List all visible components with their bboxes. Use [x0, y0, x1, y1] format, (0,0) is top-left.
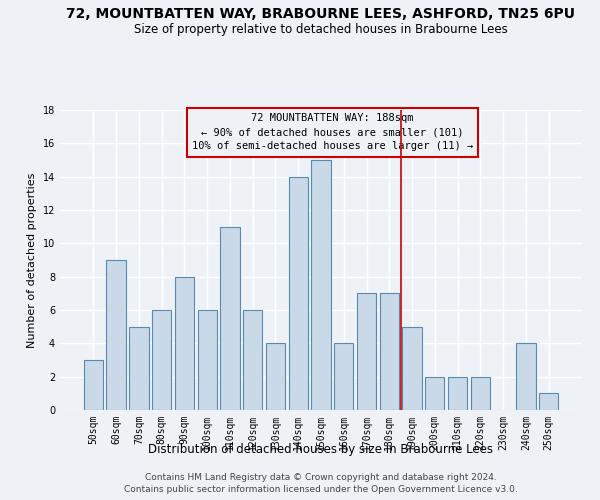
Bar: [334, 344, 353, 410]
Bar: [197, 310, 217, 410]
Bar: [289, 176, 308, 410]
Bar: [175, 276, 194, 410]
Bar: [152, 310, 172, 410]
Bar: [539, 394, 558, 410]
Text: 72 MOUNTBATTEN WAY: 188sqm
← 90% of detached houses are smaller (101)
10% of sem: 72 MOUNTBATTEN WAY: 188sqm ← 90% of deta…: [192, 114, 473, 152]
Bar: [425, 376, 445, 410]
Bar: [311, 160, 331, 410]
Bar: [220, 226, 239, 410]
Bar: [470, 376, 490, 410]
Y-axis label: Number of detached properties: Number of detached properties: [27, 172, 37, 348]
Bar: [516, 344, 536, 410]
Bar: [357, 294, 376, 410]
Text: Distribution of detached houses by size in Brabourne Lees: Distribution of detached houses by size …: [149, 442, 493, 456]
Bar: [380, 294, 399, 410]
Bar: [266, 344, 285, 410]
Text: Contains HM Land Registry data © Crown copyright and database right 2024.: Contains HM Land Registry data © Crown c…: [145, 472, 497, 482]
Bar: [403, 326, 422, 410]
Bar: [84, 360, 103, 410]
Text: Size of property relative to detached houses in Brabourne Lees: Size of property relative to detached ho…: [134, 22, 508, 36]
Bar: [106, 260, 126, 410]
Text: Contains public sector information licensed under the Open Government Licence v3: Contains public sector information licen…: [124, 485, 518, 494]
Bar: [243, 310, 262, 410]
Bar: [448, 376, 467, 410]
Bar: [129, 326, 149, 410]
Text: 72, MOUNTBATTEN WAY, BRABOURNE LEES, ASHFORD, TN25 6PU: 72, MOUNTBATTEN WAY, BRABOURNE LEES, ASH…: [67, 8, 575, 22]
